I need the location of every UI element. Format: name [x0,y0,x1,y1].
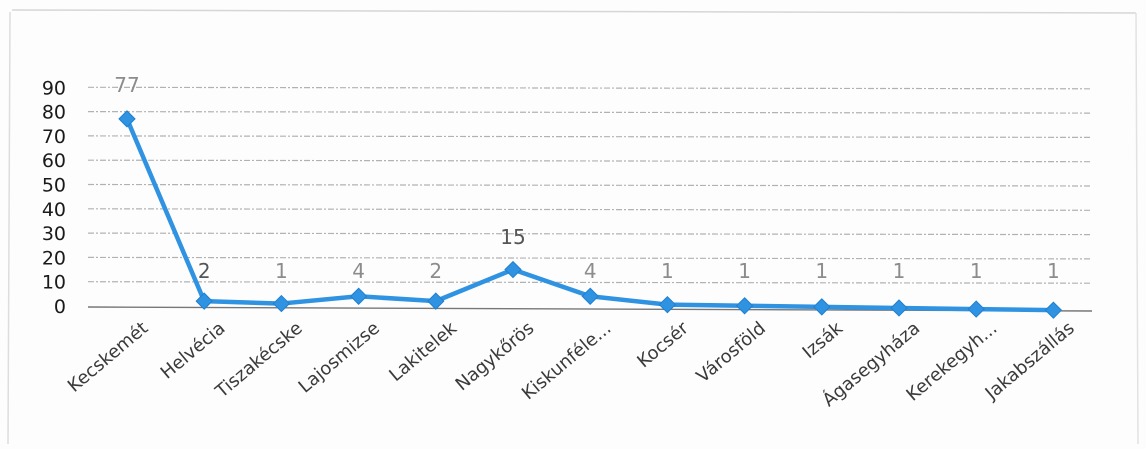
gridline [87,86,1093,90]
data-label: 1 [738,259,751,283]
data-point [1044,301,1063,319]
y-tick-label: 80 [42,102,66,124]
y-tick-label: 10 [42,272,66,294]
x-category-label: Kocsér [633,317,693,372]
y-tick-label: 90 [42,77,66,99]
x-category-label: Kecskemét [64,318,152,397]
x-category-label: Lajosmizse [295,318,384,398]
data-label: 1 [275,259,288,283]
x-category-label: Lakitelek [385,317,461,386]
data-point [427,292,445,310]
data-point [658,295,677,314]
data-point [195,292,213,310]
data-label: 2 [198,259,211,283]
gridline [87,232,1093,236]
data-point [118,110,136,128]
data-labels: 77 2 1 4 2 15 4 1 1 1 1 1 1 [114,73,1059,283]
page-left-edge [7,11,11,445]
data-label: 77 [114,73,139,97]
data-label: 1 [815,259,828,283]
y-tick-label: 60 [42,150,66,172]
data-label: 1 [893,259,906,283]
data-point [272,294,291,313]
y-tick-label: 50 [42,175,66,197]
y-tick-label: 30 [42,223,66,245]
data-point [504,260,522,279]
y-tick-label: 0 [54,296,66,318]
x-category-label: Izsák [799,317,848,363]
data-point [349,287,368,305]
y-tick-label: 20 [42,247,66,269]
data-point [967,300,985,318]
data-label: 1 [1047,259,1060,283]
gridline [87,281,1093,284]
data-label: 4 [352,259,365,283]
data-label: 15 [500,225,525,249]
data-label: 1 [970,259,983,283]
gridline [87,159,1093,163]
data-label: 2 [429,259,442,283]
data-point [581,287,599,305]
gridline [87,208,1093,211]
gridline [87,110,1093,114]
page-top-edge [11,9,1137,14]
gridline [87,183,1093,187]
y-tick-label: 40 [42,199,66,221]
x-category-label: Helvécia [157,318,230,384]
data-point [735,297,754,315]
data-point [890,299,908,317]
y-tick-label: 70 [42,126,66,148]
gridline [87,256,1093,260]
gridline [87,135,1093,138]
series [118,110,1063,319]
x-category-label: Városföld [693,318,770,388]
data-point [813,298,831,316]
data-label: 1 [661,259,674,283]
data-label: 4 [584,259,597,283]
page-right-edge [1135,12,1139,445]
